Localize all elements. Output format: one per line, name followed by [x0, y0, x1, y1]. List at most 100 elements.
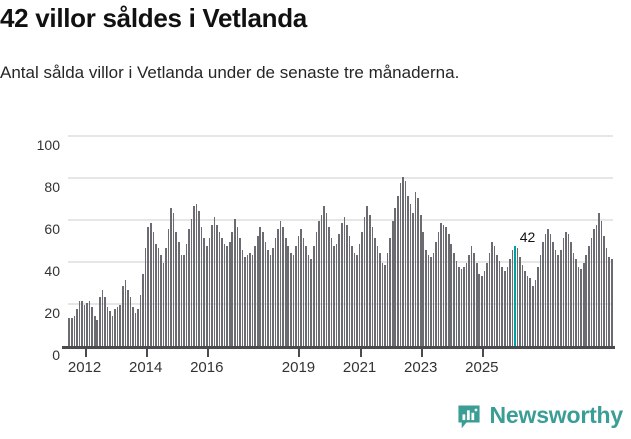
bar	[340, 223, 343, 347]
bar	[368, 214, 371, 347]
bar	[463, 267, 465, 347]
y-axis-labels: 0 20 40 60 80 100	[36, 137, 60, 363]
bar	[129, 296, 132, 347]
bar	[218, 231, 221, 347]
bar	[165, 248, 167, 347]
bar	[305, 246, 307, 347]
bar	[254, 246, 256, 347]
bar	[539, 254, 542, 347]
bar	[300, 229, 302, 347]
bar	[567, 233, 570, 347]
bar	[358, 244, 361, 347]
bar	[501, 267, 503, 347]
bar	[483, 271, 486, 347]
bar	[465, 263, 468, 347]
bar	[99, 296, 101, 347]
bar	[134, 313, 137, 347]
bar	[440, 223, 442, 347]
bar	[244, 256, 246, 347]
x-axis-tick	[359, 349, 362, 357]
bar	[575, 258, 577, 347]
bar	[552, 242, 554, 347]
bar	[274, 237, 277, 347]
bar	[478, 273, 481, 347]
bar	[200, 227, 203, 347]
bar	[356, 254, 358, 347]
gridline	[68, 177, 613, 179]
bar	[389, 237, 391, 347]
bar	[605, 248, 608, 347]
bar	[236, 227, 239, 347]
bar	[509, 258, 511, 347]
bar	[239, 237, 241, 347]
bar	[542, 242, 544, 347]
bar	[302, 237, 305, 347]
bar	[160, 254, 162, 347]
bar	[208, 237, 211, 347]
bar	[228, 242, 231, 347]
bar	[595, 225, 598, 347]
gridline	[68, 135, 613, 137]
bar	[116, 307, 119, 347]
bar	[279, 221, 282, 347]
bar	[142, 273, 144, 347]
bar	[111, 315, 114, 347]
gridline	[68, 261, 613, 263]
bar	[333, 246, 335, 347]
bar	[234, 218, 236, 347]
bar	[297, 235, 300, 347]
bar	[450, 244, 453, 347]
bar	[348, 235, 351, 347]
bar	[437, 231, 440, 347]
bar	[376, 246, 379, 347]
bar	[259, 227, 262, 347]
bar	[127, 290, 129, 347]
bar	[180, 254, 183, 347]
bar	[600, 221, 603, 347]
bar	[496, 254, 498, 347]
bar	[119, 305, 121, 347]
bar	[475, 263, 478, 347]
bar	[170, 208, 172, 347]
bar	[363, 216, 366, 347]
bar	[414, 191, 417, 347]
bar	[343, 216, 346, 347]
bar	[468, 254, 470, 347]
x-axis-tick-label: 2014	[128, 359, 163, 376]
chart-subtitle: Antal sålda villor i Vetlanda under de s…	[0, 63, 460, 82]
bar	[366, 206, 369, 347]
bar	[498, 260, 501, 347]
bar	[353, 252, 356, 347]
bar	[132, 307, 134, 347]
bar	[455, 260, 458, 347]
bar	[307, 254, 310, 347]
bar	[231, 231, 234, 347]
bar	[547, 229, 549, 347]
bar	[531, 286, 534, 347]
x-axis-tick-label: 2016	[190, 359, 224, 376]
bar	[526, 275, 529, 347]
bar	[282, 227, 284, 347]
bar	[188, 229, 190, 347]
bar	[325, 212, 328, 347]
bar	[88, 300, 91, 347]
bar	[205, 246, 208, 347]
x-axis-line	[62, 346, 615, 349]
bar	[481, 275, 483, 347]
bar	[139, 294, 142, 347]
bar	[537, 267, 539, 347]
bar	[453, 252, 455, 347]
bar-chart-bubble-icon	[457, 404, 480, 428]
bar	[473, 252, 475, 347]
bar	[397, 195, 399, 347]
bar	[435, 242, 437, 347]
bar	[198, 210, 200, 347]
bar	[223, 244, 226, 347]
bar	[264, 242, 267, 347]
bar	[386, 252, 389, 347]
bar	[506, 267, 509, 347]
bar	[432, 252, 435, 347]
bar	[76, 309, 78, 347]
bar	[86, 302, 88, 347]
